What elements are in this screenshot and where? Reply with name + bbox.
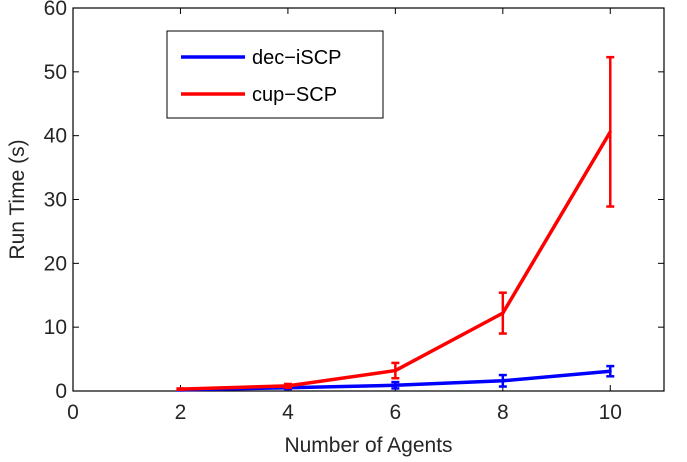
- legend-label: dec−iSCP: [252, 47, 342, 69]
- x-tick-label: 0: [67, 401, 79, 424]
- data-point: [393, 369, 397, 373]
- series-cup-scp: [176, 55, 615, 391]
- y-tick-label: 0: [55, 380, 67, 403]
- legend-label: cup−SCP: [252, 84, 337, 106]
- y-tick-label: 50: [44, 61, 67, 84]
- y-tick-label: 60: [44, 0, 67, 20]
- x-axis-label: Number of Agents: [284, 434, 452, 457]
- data-point: [501, 379, 505, 383]
- x-tick-label: 8: [497, 401, 509, 424]
- data-point: [178, 387, 182, 391]
- data-point: [608, 369, 612, 373]
- data-point: [608, 130, 612, 134]
- x-tick-label: 2: [175, 401, 187, 424]
- x-tick-label: 6: [390, 401, 402, 424]
- y-tick-label: 30: [44, 189, 67, 212]
- legend: dec−iSCP cup−SCP: [166, 30, 384, 119]
- series-layer: [176, 55, 615, 392]
- data-point: [393, 383, 397, 387]
- y-tick-label: 20: [44, 252, 67, 275]
- x-tick-label: 10: [599, 401, 622, 424]
- data-point: [501, 311, 505, 315]
- y-tick-label: 40: [44, 125, 67, 148]
- y-axis-label: Run Time (s): [6, 139, 29, 259]
- data-point: [286, 384, 290, 388]
- legend-box: [166, 30, 384, 119]
- axis-ticks: 0 2 4 6 8 10 0 10 20 30 40 50 60: [44, 0, 664, 424]
- y-tick-label: 10: [44, 316, 67, 339]
- x-tick-label: 4: [282, 401, 294, 424]
